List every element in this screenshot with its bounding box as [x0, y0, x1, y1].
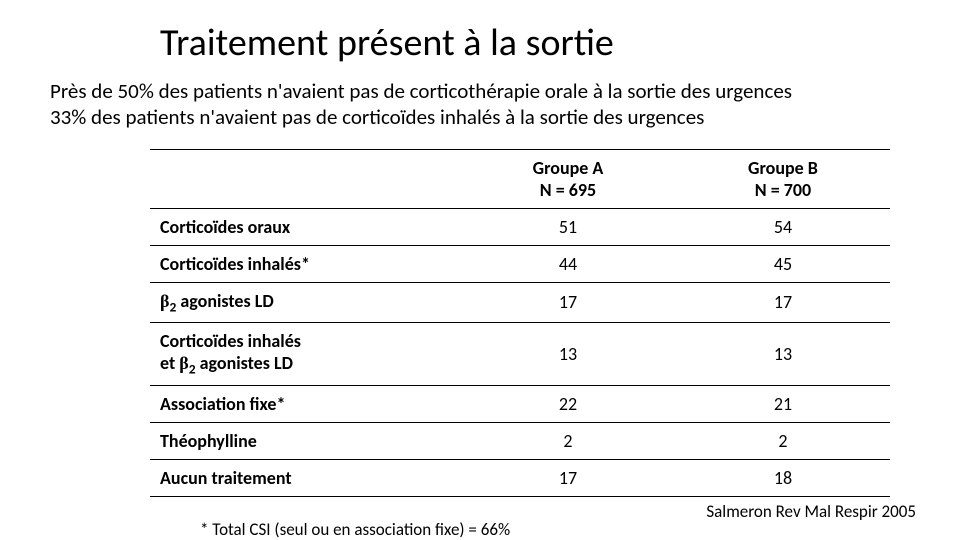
cell-a: 44: [460, 245, 676, 282]
treatment-table: Groupe A N = 695 Groupe B N = 700 Cortic…: [150, 149, 890, 497]
cell-b: 21: [676, 385, 890, 422]
table-row: β2 agonistes LD 17 17: [150, 282, 890, 323]
row-label: Association fixe*: [150, 385, 460, 422]
row-label: Aucun traitement: [150, 459, 460, 496]
table-row: Corticoïdes inhalés* 44 45: [150, 245, 890, 282]
cell-b: 2: [676, 422, 890, 459]
cell-a: 2: [460, 422, 676, 459]
table-row: Association fixe* 22 21: [150, 385, 890, 422]
cell-a: 13: [460, 323, 676, 386]
table-row: Théophylline 2 2: [150, 422, 890, 459]
group-a-n: N = 695: [470, 179, 666, 201]
cell-a: 17: [460, 459, 676, 496]
cell-b: 54: [676, 208, 890, 245]
citation: Salmeron Rev Mal Respir 2005: [706, 501, 916, 522]
subtitle-line-2: 33% des patients n'avaient pas de cortic…: [50, 104, 910, 130]
cell-a: 17: [460, 282, 676, 323]
row-label: Corticoïdes oraux: [150, 208, 460, 245]
cell-b: 17: [676, 282, 890, 323]
slide: Traitement présent à la sortie Près de 5…: [0, 0, 960, 540]
row-label: Corticoïdes inhalés*: [150, 245, 460, 282]
table-header-row: Groupe A N = 695 Groupe B N = 700: [150, 149, 890, 208]
cell-a: 51: [460, 208, 676, 245]
table-row: Aucun traitement 17 18: [150, 459, 890, 496]
cell-a: 22: [460, 385, 676, 422]
row-label: Théophylline: [150, 422, 460, 459]
cell-b: 18: [676, 459, 890, 496]
row-label: β2 agonistes LD: [150, 282, 460, 323]
group-b-n: N = 700: [686, 179, 880, 201]
header-group-b: Groupe B N = 700: [676, 149, 890, 208]
group-a-label: Groupe A: [470, 157, 666, 179]
header-empty: [150, 149, 460, 208]
subtitle-line-1: Près de 50% des patients n'avaient pas d…: [50, 78, 910, 104]
header-group-a: Groupe A N = 695: [460, 149, 676, 208]
group-b-label: Groupe B: [686, 157, 880, 179]
cell-b: 45: [676, 245, 890, 282]
table-row: Corticoïdes inhaléset β2 agonistes LD 13…: [150, 323, 890, 386]
cell-b: 13: [676, 323, 890, 386]
subtitle: Près de 50% des patients n'avaient pas d…: [50, 78, 910, 131]
page-title: Traitement présent à la sortie: [160, 20, 910, 66]
table-row: Corticoïdes oraux 51 54: [150, 208, 890, 245]
row-label: Corticoïdes inhaléset β2 agonistes LD: [150, 323, 460, 386]
